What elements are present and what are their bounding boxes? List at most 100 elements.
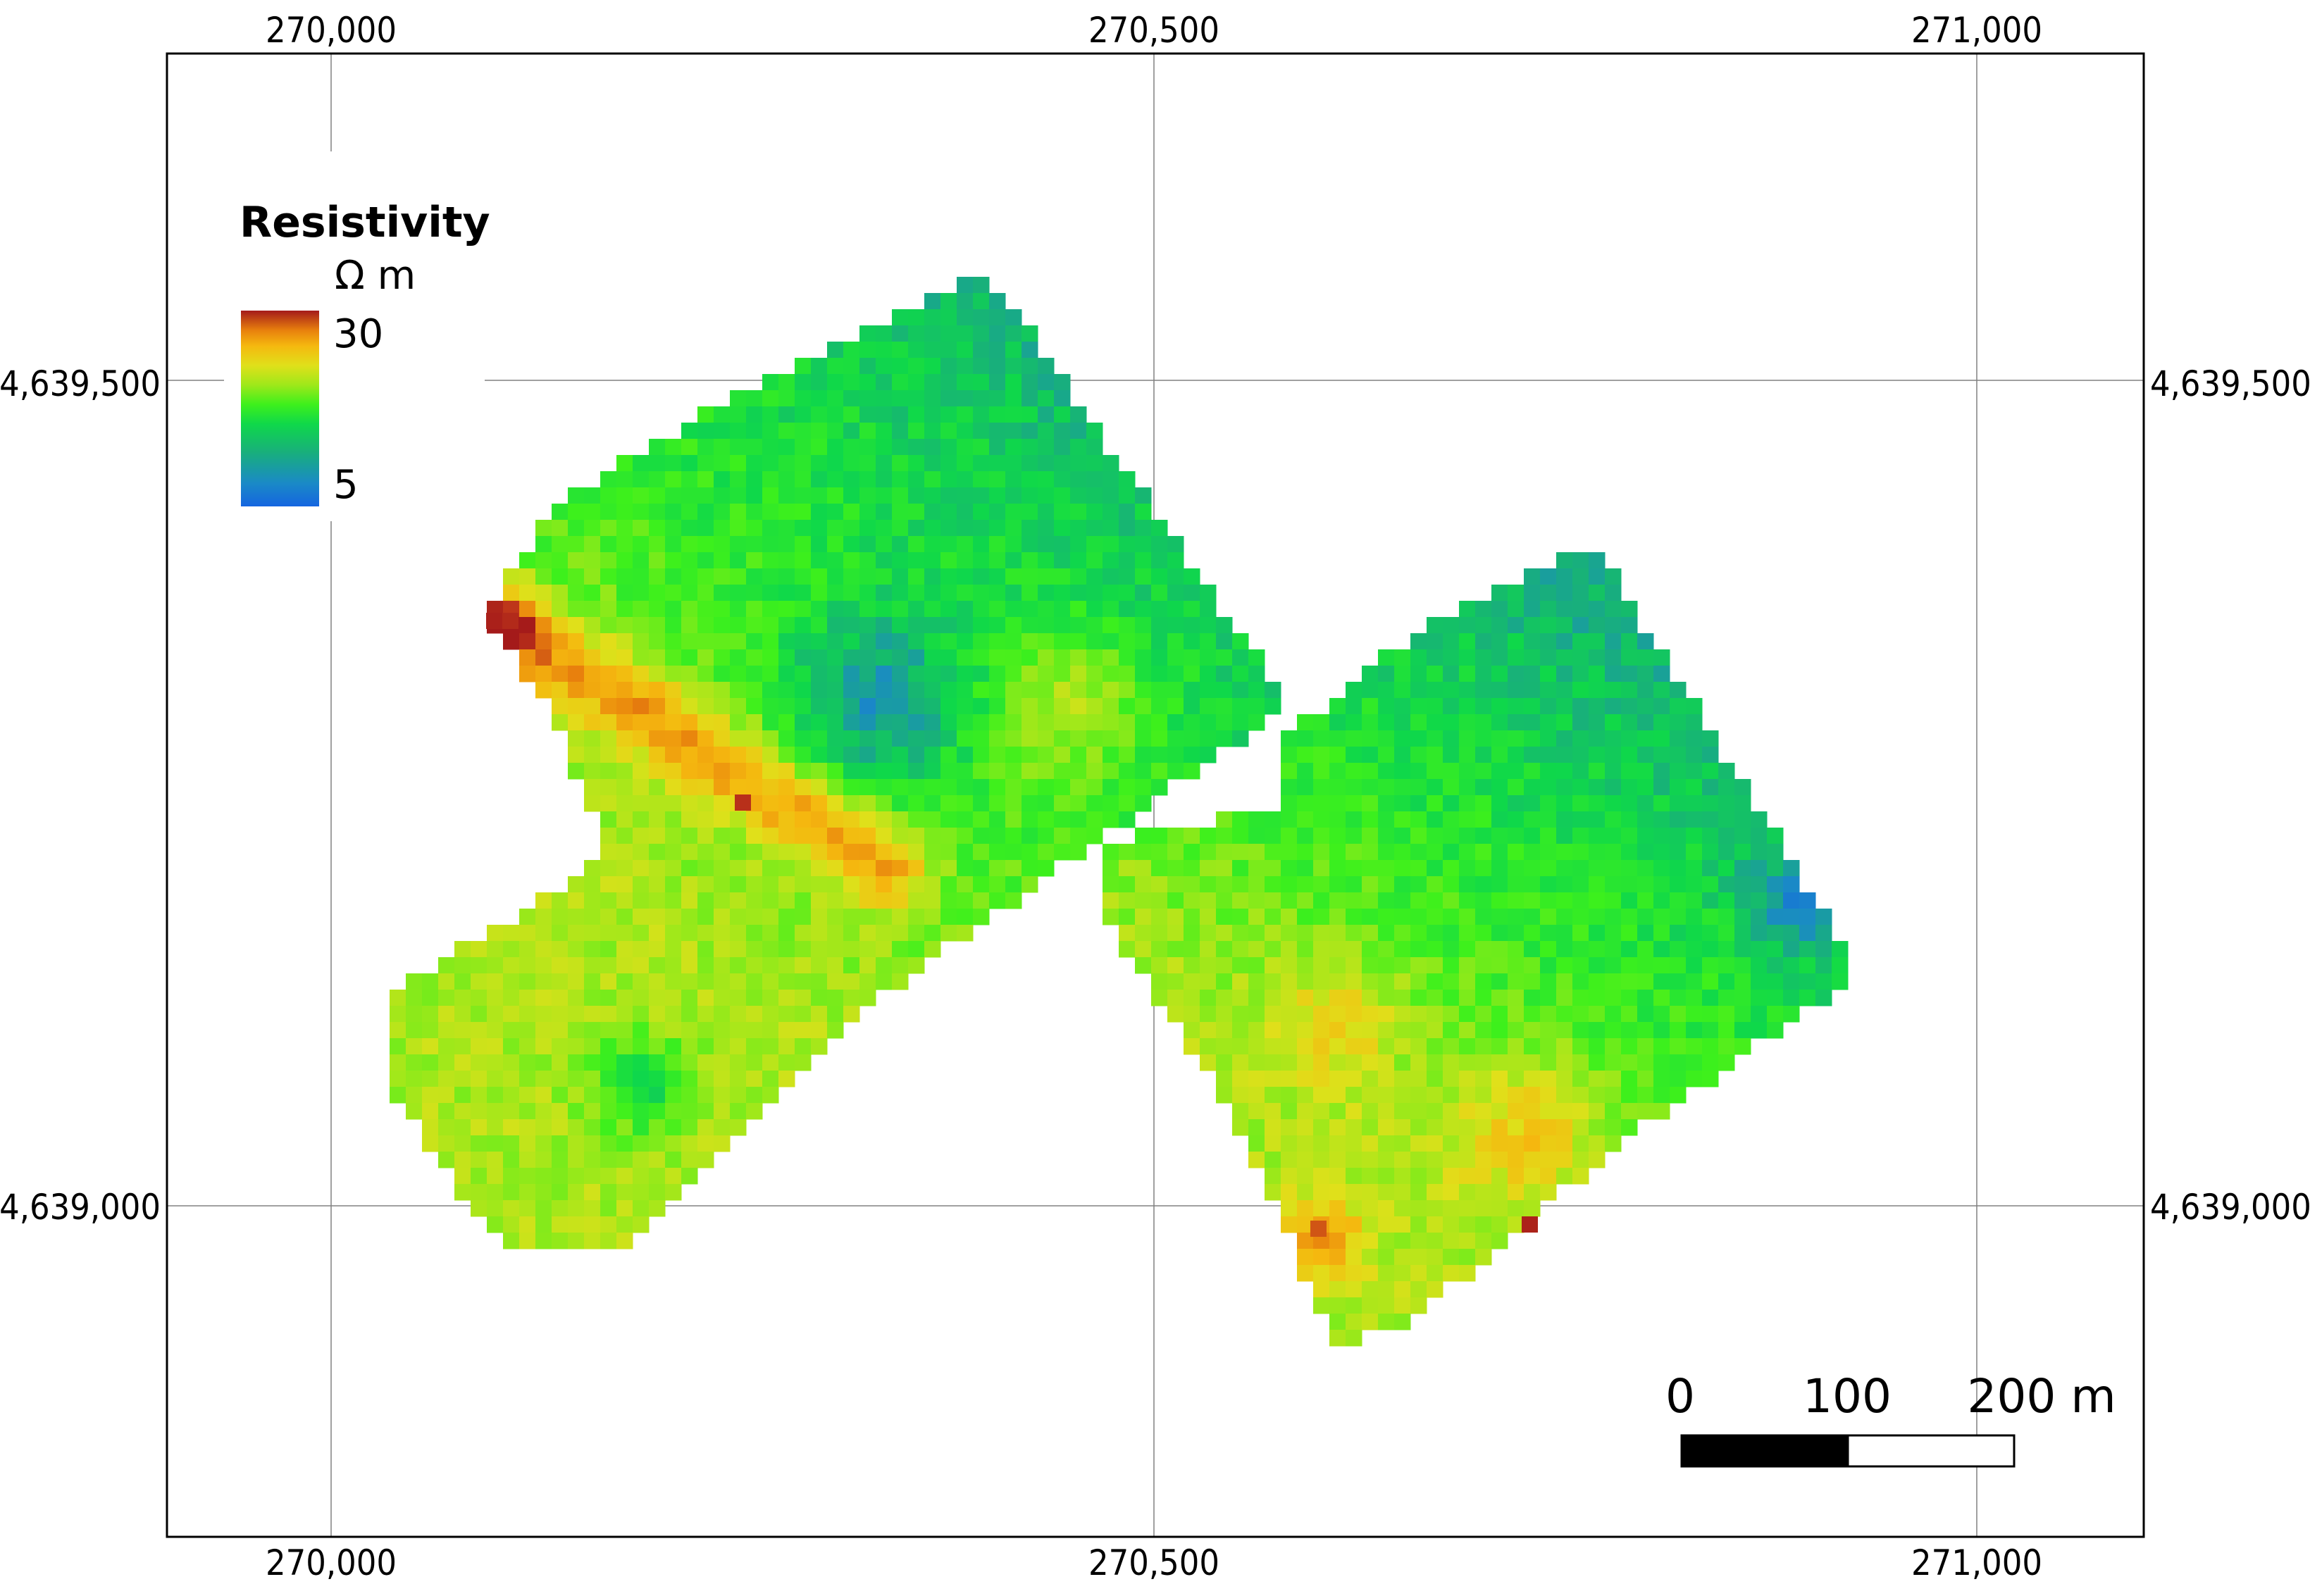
raster-cell bbox=[1443, 730, 1460, 747]
raster-cell bbox=[1200, 666, 1217, 682]
raster-cell bbox=[552, 617, 569, 634]
raster-cell bbox=[697, 568, 714, 585]
raster-cell bbox=[633, 876, 650, 893]
raster-cell bbox=[1508, 1200, 1525, 1217]
raster-cell bbox=[714, 633, 731, 650]
raster-cell bbox=[940, 390, 957, 407]
raster-cell bbox=[1443, 811, 1460, 828]
raster-cell bbox=[649, 860, 666, 877]
raster-cell bbox=[1621, 957, 1638, 974]
raster-cell bbox=[778, 730, 795, 747]
raster-cell bbox=[616, 520, 633, 537]
raster-cell bbox=[1329, 925, 1346, 942]
raster-cell bbox=[1313, 828, 1330, 844]
raster-cell bbox=[1346, 892, 1362, 909]
raster-cell bbox=[892, 358, 909, 375]
raster-cell bbox=[1653, 698, 1670, 715]
raster-cell bbox=[1313, 1297, 1330, 1314]
raster-cell bbox=[1540, 1054, 1557, 1071]
raster-cell bbox=[940, 487, 957, 504]
raster-cell bbox=[1151, 941, 1168, 958]
raster-cell bbox=[1540, 617, 1557, 634]
raster-cell bbox=[1702, 763, 1719, 780]
raster-cell bbox=[843, 990, 860, 1006]
raster-cell bbox=[1540, 973, 1557, 990]
raster-cell bbox=[1443, 1168, 1460, 1185]
raster-cell bbox=[1313, 1281, 1330, 1298]
raster-cell bbox=[1686, 860, 1703, 877]
raster-cell bbox=[746, 617, 763, 634]
raster-cell bbox=[1427, 973, 1443, 990]
raster-cell bbox=[1297, 1200, 1314, 1217]
raster-cell bbox=[746, 536, 763, 553]
raster-cell bbox=[454, 1103, 471, 1120]
raster-cell bbox=[519, 957, 536, 974]
raster-cell bbox=[746, 1071, 763, 1087]
raster-cell bbox=[1216, 730, 1233, 747]
raster-cell bbox=[730, 633, 747, 650]
raster-cell bbox=[827, 568, 844, 585]
raster-cell bbox=[1670, 844, 1687, 861]
raster-cell bbox=[600, 698, 617, 715]
raster-cell bbox=[1103, 617, 1119, 634]
raster-cell bbox=[892, 941, 909, 958]
raster-cell bbox=[665, 1184, 682, 1201]
raster-cell bbox=[1135, 844, 1152, 861]
raster-cell bbox=[1605, 1103, 1622, 1120]
raster-cell bbox=[1734, 811, 1751, 828]
raster-cell bbox=[973, 277, 990, 294]
raster-cell bbox=[681, 633, 698, 650]
raster-cell bbox=[1734, 876, 1751, 893]
raster-cell bbox=[924, 390, 941, 407]
raster-cell bbox=[957, 779, 974, 796]
raster-cell bbox=[714, 925, 731, 942]
raster-cell bbox=[681, 1135, 698, 1152]
raster-cell bbox=[778, 844, 795, 861]
raster-cell bbox=[600, 552, 617, 569]
raster-cell bbox=[1686, 844, 1703, 861]
raster-cell bbox=[665, 795, 682, 812]
raster-cell bbox=[454, 941, 471, 958]
raster-cell bbox=[552, 1184, 569, 1201]
raster-cell bbox=[1394, 1233, 1411, 1249]
raster-cell bbox=[957, 633, 974, 650]
raster-cell bbox=[584, 633, 601, 650]
raster-cell bbox=[908, 828, 925, 844]
raster-cell bbox=[908, 390, 925, 407]
raster-cell bbox=[1265, 1087, 1281, 1104]
raster-cell bbox=[1394, 909, 1411, 925]
raster-cell bbox=[1265, 1103, 1281, 1120]
raster-cell bbox=[859, 714, 876, 731]
raster-cell bbox=[940, 892, 957, 909]
raster-cell bbox=[746, 666, 763, 682]
raster-cell bbox=[1459, 925, 1476, 942]
raster-cell bbox=[1362, 1135, 1379, 1152]
raster-cell bbox=[649, 601, 666, 618]
raster-cell bbox=[665, 909, 682, 925]
raster-cell bbox=[1572, 1135, 1589, 1152]
raster-cell bbox=[1313, 1168, 1330, 1185]
raster-cell bbox=[876, 811, 893, 828]
raster-cell bbox=[1621, 1087, 1638, 1104]
raster-cell bbox=[633, 455, 650, 472]
raster-cell bbox=[1346, 682, 1362, 699]
raster-cell bbox=[1734, 925, 1751, 942]
raster-cell bbox=[503, 1054, 520, 1071]
raster-cell bbox=[1005, 714, 1022, 731]
raster-cell bbox=[924, 342, 941, 359]
raster-cell bbox=[1459, 892, 1476, 909]
raster-cell bbox=[616, 1168, 633, 1185]
raster-cell bbox=[1378, 1216, 1395, 1233]
raster-cell bbox=[811, 941, 828, 958]
raster-cell bbox=[1686, 909, 1703, 925]
raster-cell bbox=[957, 860, 974, 877]
raster-cell bbox=[1556, 1152, 1573, 1168]
raster-cell bbox=[681, 957, 698, 974]
raster-cell bbox=[616, 747, 633, 763]
raster-cell bbox=[633, 941, 650, 958]
raster-cell bbox=[1329, 1297, 1346, 1314]
raster-cell bbox=[940, 617, 957, 634]
raster-cell bbox=[762, 423, 779, 439]
raster-cell bbox=[908, 860, 925, 877]
raster-cell bbox=[1491, 1006, 1508, 1023]
